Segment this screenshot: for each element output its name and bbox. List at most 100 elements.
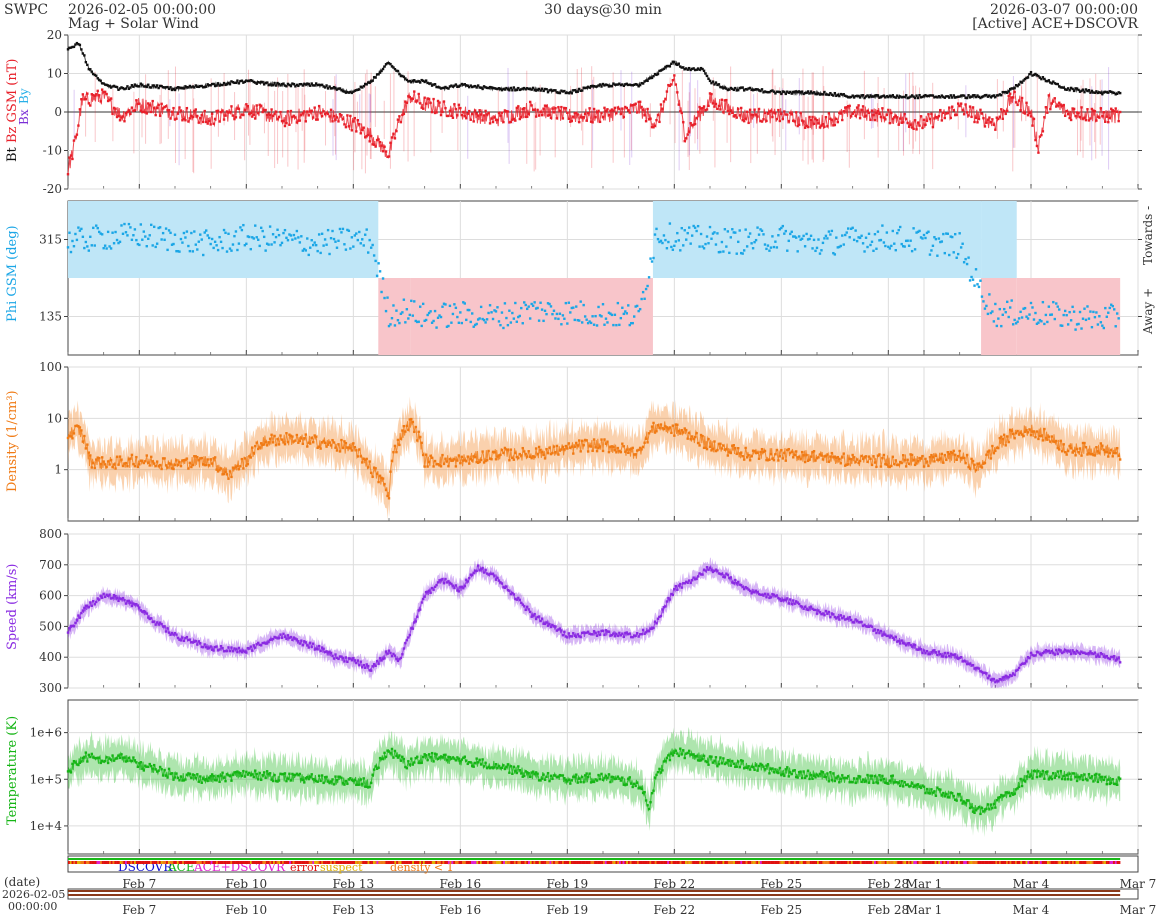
data-point	[934, 116, 938, 119]
data-point	[81, 93, 85, 96]
data-point	[692, 224, 695, 228]
data-point	[909, 239, 912, 242]
data-point	[820, 770, 823, 773]
data-point	[187, 467, 190, 470]
data-point	[1089, 117, 1092, 120]
data-point	[630, 782, 633, 785]
data-point	[817, 92, 820, 95]
data-point	[598, 314, 602, 317]
data-point	[484, 321, 487, 324]
y-tick-label: 800	[39, 527, 62, 541]
data-point	[958, 95, 961, 98]
data-point	[652, 74, 655, 78]
data-point	[1047, 778, 1051, 781]
data-point	[228, 774, 232, 778]
data-point	[374, 765, 377, 768]
data-point	[704, 108, 707, 112]
data-point	[160, 238, 163, 241]
data-point	[890, 634, 893, 638]
data-point	[643, 441, 646, 444]
data-point	[1035, 430, 1039, 433]
header-org: SWPC	[4, 2, 48, 18]
data-point	[258, 771, 261, 775]
data-point	[1000, 435, 1003, 438]
data-point	[980, 112, 984, 115]
data-point	[1084, 318, 1088, 322]
data-point	[578, 319, 581, 322]
data-point	[526, 115, 529, 118]
data-point	[1022, 79, 1025, 82]
data-point	[237, 771, 241, 774]
data-point	[371, 773, 374, 777]
status-flag	[355, 861, 358, 864]
data-point	[1117, 656, 1120, 659]
data-point	[913, 119, 917, 122]
data-point	[1102, 326, 1106, 330]
data-point	[264, 108, 267, 112]
data-point	[66, 48, 70, 51]
x-tick-label-upper: Feb 25	[761, 877, 803, 891]
data-point	[967, 799, 970, 802]
status-flag	[230, 861, 233, 864]
data-point	[997, 117, 1000, 121]
data-point	[873, 118, 877, 122]
data-point	[664, 97, 667, 101]
data-point	[405, 78, 409, 82]
data-point	[598, 445, 602, 448]
header-source: [Active] ACE+DSCOVR	[972, 16, 1138, 32]
data-point	[578, 120, 581, 124]
data-point	[841, 774, 844, 777]
data-point	[1099, 775, 1103, 779]
data-point	[148, 234, 151, 237]
data-point	[356, 783, 359, 786]
data-point	[1031, 124, 1034, 127]
data-point	[936, 116, 939, 119]
data-point	[316, 249, 319, 253]
data-point	[775, 246, 779, 249]
data-point	[753, 768, 756, 771]
data-point	[523, 774, 526, 778]
data-point	[796, 250, 799, 253]
data-point	[478, 317, 481, 320]
data-point	[1069, 778, 1073, 781]
data-point	[887, 465, 890, 468]
data-point	[612, 775, 615, 779]
data-point	[178, 106, 181, 109]
data-point	[328, 781, 331, 785]
data-point	[239, 649, 242, 653]
data-point	[536, 452, 539, 456]
data-point	[719, 756, 722, 759]
data-point	[885, 95, 889, 98]
data-point	[606, 83, 609, 87]
data-point	[1108, 657, 1111, 661]
data-point	[184, 236, 187, 239]
status-flag	[246, 861, 249, 864]
data-point	[230, 646, 233, 649]
data-point	[343, 90, 346, 93]
data-point	[225, 773, 229, 776]
data-point	[930, 651, 933, 654]
data-point	[497, 320, 501, 323]
data-point	[307, 253, 310, 257]
data-point	[1053, 317, 1056, 321]
data-point	[502, 326, 505, 330]
status-flag	[330, 861, 333, 864]
data-point	[1086, 89, 1089, 93]
data-point	[283, 635, 287, 639]
data-point	[248, 112, 251, 116]
data-point	[1017, 666, 1021, 670]
data-point	[366, 81, 370, 84]
data-point	[857, 94, 860, 98]
data-point	[139, 82, 143, 85]
data-point	[937, 95, 941, 98]
data-point	[209, 242, 212, 246]
data-point	[537, 319, 541, 322]
data-point	[1102, 91, 1106, 94]
data-point	[806, 238, 810, 241]
data-point	[555, 629, 559, 632]
data-point	[863, 96, 866, 100]
data-point	[876, 230, 880, 233]
data-point	[647, 118, 651, 121]
data-point	[419, 608, 422, 611]
data-point	[509, 120, 513, 124]
